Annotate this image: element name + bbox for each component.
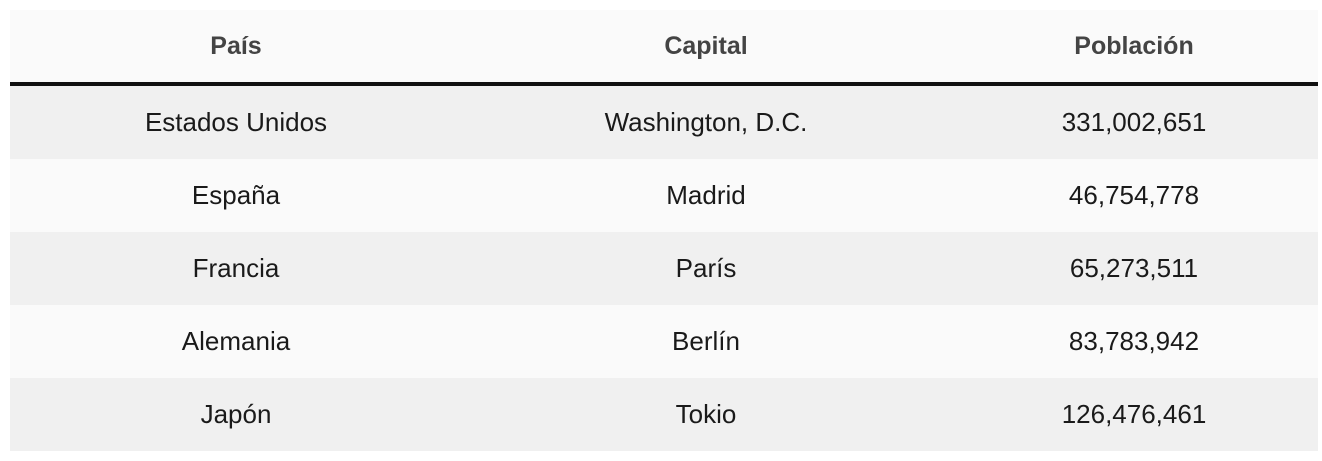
table-row: Estados Unidos Washington, D.C. 331,002,… — [10, 84, 1318, 159]
cell-capital: Berlín — [462, 305, 950, 378]
cell-capital: Tokio — [462, 378, 950, 451]
cell-population: 331,002,651 — [950, 84, 1318, 159]
table-row: Alemania Berlín 83,783,942 — [10, 305, 1318, 378]
countries-table-container: País Capital Población Estados Unidos Wa… — [10, 10, 1318, 451]
table-row: Japón Tokio 126,476,461 — [10, 378, 1318, 451]
column-header-capital: Capital — [462, 10, 950, 86]
cell-country: Francia — [10, 232, 462, 305]
cell-capital: Washington, D.C. — [462, 84, 950, 159]
table-header: País Capital Población — [10, 10, 1318, 86]
cell-country: Estados Unidos — [10, 84, 462, 159]
header-row: País Capital Población — [10, 10, 1318, 86]
table-row: Francia París 65,273,511 — [10, 232, 1318, 305]
cell-population: 83,783,942 — [950, 305, 1318, 378]
cell-country: Japón — [10, 378, 462, 451]
cell-country: Alemania — [10, 305, 462, 378]
cell-country: España — [10, 159, 462, 232]
column-header-population: Población — [950, 10, 1318, 86]
cell-capital: Madrid — [462, 159, 950, 232]
cell-capital: París — [462, 232, 950, 305]
cell-population: 46,754,778 — [950, 159, 1318, 232]
column-header-country: País — [10, 10, 462, 86]
table-row: España Madrid 46,754,778 — [10, 159, 1318, 232]
countries-table: País Capital Población Estados Unidos Wa… — [10, 10, 1318, 451]
cell-population: 65,273,511 — [950, 232, 1318, 305]
table-body: Estados Unidos Washington, D.C. 331,002,… — [10, 84, 1318, 451]
cell-population: 126,476,461 — [950, 378, 1318, 451]
